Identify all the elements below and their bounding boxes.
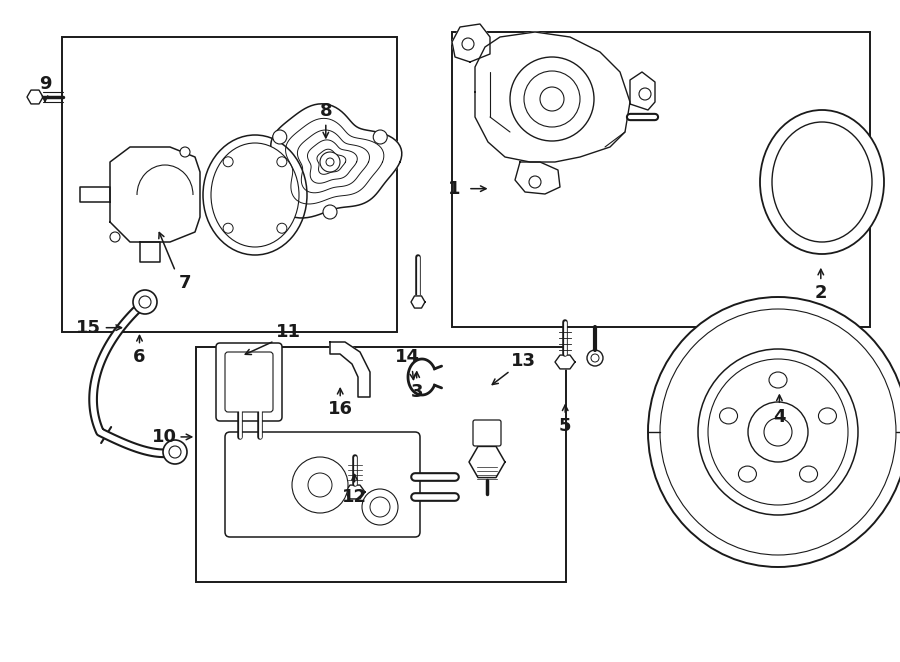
Polygon shape: [140, 242, 160, 262]
Circle shape: [540, 87, 564, 111]
Circle shape: [323, 205, 337, 219]
FancyBboxPatch shape: [225, 432, 420, 537]
Circle shape: [180, 147, 190, 157]
Polygon shape: [469, 446, 505, 477]
FancyBboxPatch shape: [216, 343, 282, 421]
Circle shape: [370, 497, 390, 517]
Polygon shape: [271, 104, 401, 218]
Circle shape: [764, 418, 792, 446]
Circle shape: [524, 71, 580, 127]
Circle shape: [292, 457, 348, 513]
Ellipse shape: [648, 297, 900, 567]
Text: 7: 7: [178, 273, 191, 292]
Text: 16: 16: [328, 400, 353, 418]
Text: 8: 8: [320, 102, 332, 120]
Circle shape: [639, 88, 651, 100]
Circle shape: [529, 176, 541, 188]
Text: 9: 9: [39, 75, 51, 93]
Polygon shape: [452, 24, 490, 62]
Polygon shape: [515, 162, 560, 194]
Text: 4: 4: [773, 408, 786, 426]
Circle shape: [169, 446, 181, 458]
Circle shape: [223, 223, 233, 233]
Circle shape: [748, 402, 808, 462]
Circle shape: [133, 290, 157, 314]
Ellipse shape: [708, 359, 848, 505]
Circle shape: [374, 130, 387, 144]
Polygon shape: [345, 485, 365, 499]
Circle shape: [277, 157, 287, 167]
Text: 6: 6: [133, 348, 146, 367]
FancyBboxPatch shape: [225, 352, 273, 412]
Ellipse shape: [660, 309, 896, 555]
Circle shape: [587, 350, 603, 366]
Ellipse shape: [738, 466, 756, 482]
Text: 1: 1: [448, 179, 461, 198]
Ellipse shape: [799, 466, 817, 482]
Circle shape: [320, 152, 340, 172]
Circle shape: [163, 440, 187, 464]
Circle shape: [308, 473, 332, 497]
Polygon shape: [330, 342, 370, 397]
Circle shape: [510, 57, 594, 141]
Polygon shape: [555, 355, 575, 369]
Text: 5: 5: [559, 417, 572, 436]
Circle shape: [273, 130, 287, 144]
Ellipse shape: [698, 349, 858, 515]
Bar: [452, 32, 870, 327]
Text: 14: 14: [395, 348, 420, 367]
Polygon shape: [411, 296, 425, 308]
Ellipse shape: [772, 122, 872, 242]
Text: 11: 11: [275, 323, 301, 342]
Polygon shape: [110, 147, 200, 242]
FancyBboxPatch shape: [473, 420, 501, 446]
Ellipse shape: [211, 143, 299, 247]
Text: 15: 15: [76, 318, 101, 337]
Bar: [62, 37, 397, 332]
Bar: [196, 347, 566, 582]
Circle shape: [223, 157, 233, 167]
Circle shape: [110, 232, 120, 242]
Circle shape: [277, 223, 287, 233]
Text: 13: 13: [511, 352, 536, 370]
Polygon shape: [80, 187, 110, 202]
Text: 2: 2: [814, 283, 827, 302]
Ellipse shape: [818, 408, 836, 424]
Polygon shape: [27, 90, 43, 104]
Text: 3: 3: [410, 383, 423, 401]
Circle shape: [139, 296, 151, 308]
Ellipse shape: [760, 110, 884, 254]
Circle shape: [362, 489, 398, 525]
Circle shape: [591, 354, 599, 362]
Text: 12: 12: [342, 487, 367, 506]
Polygon shape: [630, 72, 655, 110]
Polygon shape: [475, 32, 630, 162]
Ellipse shape: [719, 408, 737, 424]
Ellipse shape: [769, 372, 787, 388]
Text: 10: 10: [152, 428, 177, 446]
Ellipse shape: [203, 135, 307, 255]
Circle shape: [462, 38, 474, 50]
Circle shape: [326, 158, 334, 166]
